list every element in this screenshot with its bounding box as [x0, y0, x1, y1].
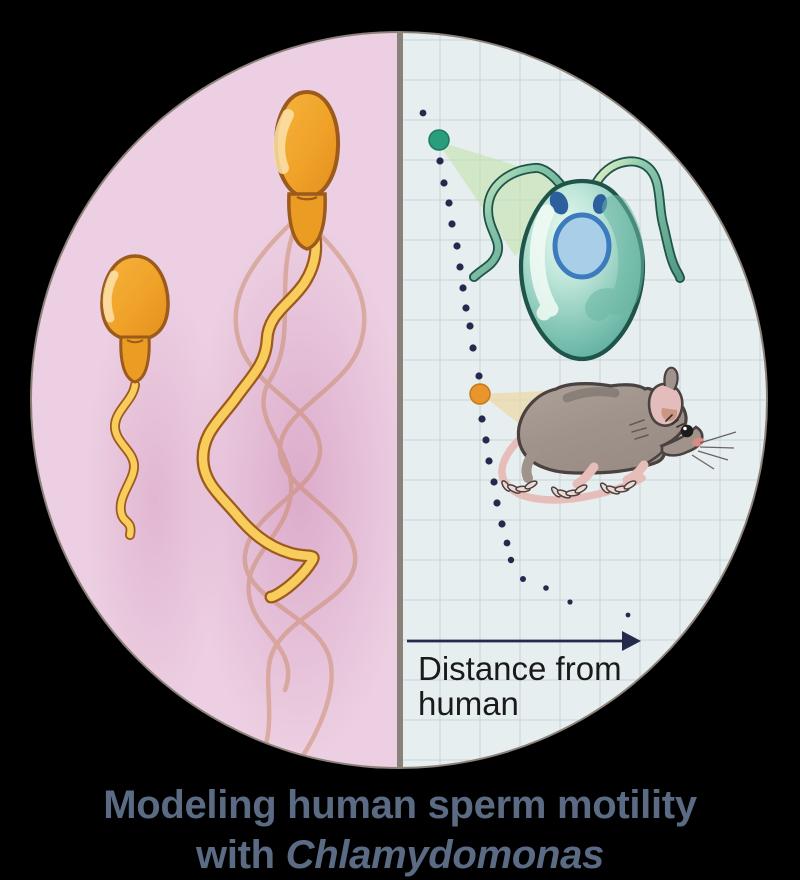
svg-text:Distance from: Distance from — [418, 650, 622, 687]
svg-text:human: human — [418, 685, 519, 722]
svg-text:Modeling human sperm motility: Modeling human sperm motility — [103, 783, 698, 827]
svg-text:with Chlamydomonas: with Chlamydomonas — [195, 833, 604, 877]
